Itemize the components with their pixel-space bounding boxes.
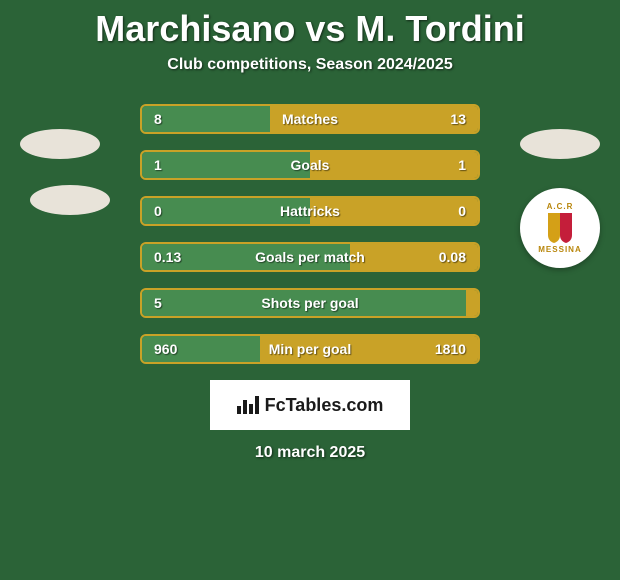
player2-avatar-placeholder: [520, 104, 600, 184]
club-badge-circle: A.C.R MESSINA: [520, 188, 600, 268]
shield-right: [560, 213, 572, 243]
subtitle: Club competitions, Season 2024/2025: [0, 56, 620, 74]
shield-left: [548, 213, 560, 243]
bar-left-segment: 960: [142, 336, 260, 362]
ellipse-icon: [520, 129, 600, 159]
bar-label: Min per goal: [269, 341, 351, 357]
ellipse-icon: [30, 185, 110, 215]
footer-logo: FcTables.com: [210, 380, 410, 430]
icon-bar: [243, 400, 247, 414]
bar-right-segment: [466, 290, 478, 316]
footer-logo-text: FcTables.com: [265, 395, 384, 416]
bar-right-value: 0.08: [439, 249, 466, 265]
bar-right-value: 13: [450, 111, 466, 127]
badge-bottom-text: MESSINA: [538, 245, 581, 254]
bar-left-value: 1: [154, 157, 162, 173]
bar-label: Goals: [291, 157, 330, 173]
comparison-bars: 8 13 Matches 1 1 Goals 0 0 Hattricks 0.13 0.08 Goal…: [140, 104, 480, 364]
bar-label: Hattricks: [280, 203, 340, 219]
bar-left-value: 0: [154, 203, 162, 219]
bar-row: 1 1 Goals: [140, 150, 480, 180]
bar-left-value: 5: [154, 295, 162, 311]
player1-avatar-placeholder-2: [30, 160, 110, 240]
bar-right-segment: 0.08: [350, 244, 478, 270]
bar-left-value: 0.13: [154, 249, 181, 265]
bar-right-value: 1810: [435, 341, 466, 357]
icon-bar: [249, 404, 253, 414]
bar-row: 8 13 Matches: [140, 104, 480, 134]
page-title: Marchisano vs M. Tordini: [0, 0, 620, 50]
bar-row: 5 Shots per goal: [140, 288, 480, 318]
bar-row: 0.13 0.08 Goals per match: [140, 242, 480, 272]
bar-left-value: 8: [154, 111, 162, 127]
bar-chart-icon: [237, 396, 259, 414]
infographic-root: Marchisano vs M. Tordini Club competitio…: [0, 0, 620, 580]
ellipse-icon: [20, 129, 100, 159]
bar-right-value: 0: [458, 203, 466, 219]
shield-icon: [548, 213, 572, 243]
date-label: 10 march 2025: [0, 444, 620, 462]
bar-right-segment: 1: [310, 152, 478, 178]
icon-bar: [237, 406, 241, 414]
bar-left-segment: 1: [142, 152, 310, 178]
bar-label: Matches: [282, 111, 338, 127]
bar-row: 960 1810 Min per goal: [140, 334, 480, 364]
player2-club-badge: A.C.R MESSINA: [520, 188, 600, 268]
bar-left-segment: 8: [142, 106, 270, 132]
badge-top-text: A.C.R: [547, 202, 574, 211]
bar-right-value: 1: [458, 157, 466, 173]
bar-left-value: 960: [154, 341, 177, 357]
bar-label: Shots per goal: [261, 295, 358, 311]
bar-row: 0 0 Hattricks: [140, 196, 480, 226]
icon-bar: [255, 396, 259, 414]
bar-label: Goals per match: [255, 249, 365, 265]
chart-area: A.C.R MESSINA 8 13 Matches 1 1 Goals 0 0 Hattric…: [0, 104, 620, 364]
